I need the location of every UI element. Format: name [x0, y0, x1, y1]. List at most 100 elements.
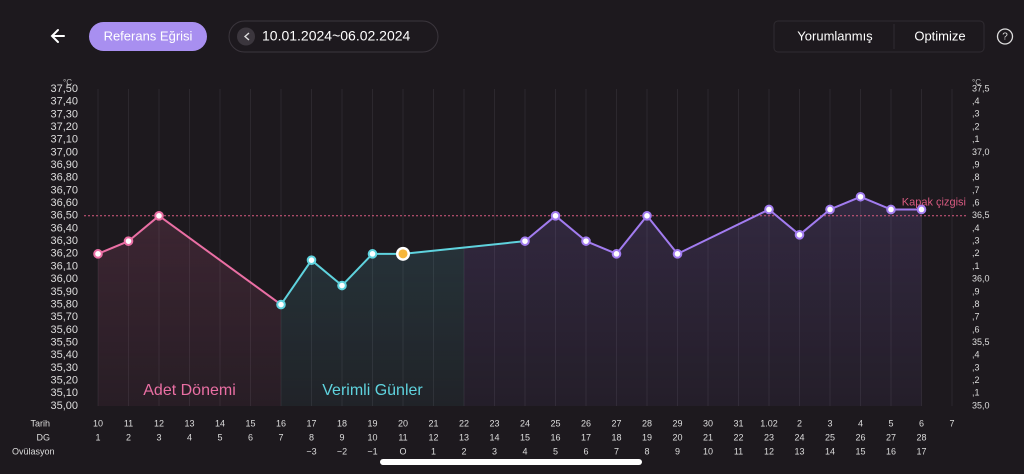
y-tick-label: 35,70: [50, 311, 78, 323]
date-label: 18: [337, 418, 347, 428]
date-label: 31: [733, 418, 743, 428]
date-label: 11: [124, 418, 133, 428]
ovulation-day-label: 13: [794, 446, 804, 456]
date-label: 20: [398, 418, 408, 428]
cycle-day-label: 11: [398, 432, 407, 442]
ovulation-day-label: −1: [367, 446, 377, 456]
y-tick-label: 36,40: [50, 222, 78, 234]
y-tick-label: 36,00: [50, 273, 78, 285]
home-indicator: [380, 459, 642, 465]
area: [98, 196, 922, 406]
line-segment: [280, 259, 313, 306]
y2-tick-label: 36,0: [972, 274, 990, 284]
date-label: 6: [919, 418, 924, 428]
y-tick-label: 36,20: [50, 248, 78, 260]
data-point: [337, 280, 347, 291]
tab[interactable]: Optimize: [914, 28, 965, 43]
line-segment: [677, 208, 770, 255]
y2-tick-label: ,6: [972, 324, 980, 334]
ovulation-day-label: O: [399, 446, 406, 456]
ovulation-day-label: −2: [337, 446, 347, 456]
date-label: 23: [489, 418, 499, 428]
date-label: 22: [459, 418, 469, 428]
line-segment: [524, 215, 557, 242]
y2-tick-label: ,4: [972, 96, 980, 106]
date-label: 19: [367, 418, 377, 428]
date-label: 27: [611, 418, 621, 428]
y-tick-label: 36,80: [50, 172, 78, 184]
cycle-day-label: 3: [156, 432, 161, 442]
line-segment: [341, 253, 374, 287]
cycle-day-label: 8: [309, 432, 314, 442]
y2-tick-label: ,3: [972, 236, 980, 246]
ovulation-day-label: 8: [644, 446, 649, 456]
cycle-day-label: 10: [367, 432, 377, 442]
data-point: [825, 204, 835, 215]
data-point: [520, 236, 530, 246]
cycle-day-label: 23: [764, 432, 774, 442]
y2-tick-label: ,8: [972, 299, 980, 309]
help-icon[interactable]: [996, 28, 1014, 45]
cycle-day-label: 22: [733, 432, 743, 442]
y-tick-label: 35,80: [50, 298, 78, 310]
line-segment: [615, 215, 648, 255]
y2-tick-label: ,4: [972, 350, 980, 360]
date-label: 26: [581, 418, 591, 428]
line-segment: [402, 240, 526, 255]
y-tick-label: 36,10: [50, 260, 78, 272]
data-point: [123, 236, 134, 246]
data-point: [550, 211, 561, 221]
phase-label: Verimli Günler: [322, 382, 423, 399]
ovulation-day-label: 1: [431, 446, 436, 456]
ovulation-day-label: 12: [764, 446, 774, 456]
y-tick-label: 37,00: [50, 146, 78, 158]
y-tick-label: 36,50: [50, 210, 78, 222]
cycle-day-label: 20: [672, 432, 682, 442]
date-label: 3: [827, 418, 832, 428]
help-icon-label[interactable]: ?: [1002, 32, 1008, 43]
line-segment: [97, 240, 129, 255]
y-tick-label: 35,60: [50, 324, 78, 336]
reference-button-label[interactable]: Referans Eğrisi: [104, 28, 193, 43]
y2-tick-label: ,7: [972, 185, 980, 195]
line-segment: [585, 240, 617, 255]
ovulation-day-label: 5: [553, 446, 558, 456]
cycle-day-label: 4: [187, 432, 192, 442]
y-tick-label: 35,90: [50, 286, 78, 298]
tab[interactable]: Yorumlanmış: [797, 28, 873, 43]
ovulation-day-label: 3: [492, 446, 497, 456]
date-icon-arrow: [243, 32, 250, 41]
date-label: 25: [550, 418, 560, 428]
cycle-day-label: 17: [581, 432, 591, 442]
y-tick-label: 37,40: [50, 96, 78, 108]
back-button[interactable]: [50, 29, 65, 43]
row-label: DG: [37, 432, 51, 442]
cycle-day-label: 12: [428, 432, 438, 442]
date-label: 12: [154, 418, 164, 428]
ovulation-day-label: 15: [855, 446, 865, 456]
date-label: 14: [215, 418, 225, 428]
y-tick-label: 35,50: [50, 337, 78, 349]
y2-unit: °C: [972, 78, 981, 87]
reference-button[interactable]: [89, 22, 207, 51]
ovulation-day-label: −3: [306, 446, 316, 456]
date-label: 24: [520, 418, 530, 428]
data-point: [916, 204, 927, 215]
y-tick-label: 36,90: [50, 159, 78, 171]
date-label: 28: [642, 418, 652, 428]
y2-tick-label: ,4: [972, 223, 980, 233]
date-label: 1.02: [760, 418, 778, 428]
data-point: [276, 299, 286, 310]
date-range: 10.01.2024~06.02.2024: [262, 28, 411, 44]
date-label: 16: [276, 418, 286, 428]
date-range-box[interactable]: [228, 20, 439, 53]
y-unit: °C: [63, 78, 72, 87]
row-label: Tarih: [30, 418, 50, 428]
date-label: 5: [888, 418, 893, 428]
line-segment: [158, 214, 282, 306]
line-segment: [646, 215, 679, 255]
y2-tick-label: ,1: [972, 261, 980, 271]
ovulation-day-label: 7: [614, 446, 619, 456]
data-point: [367, 249, 378, 259]
y2-tick-label: ,1: [972, 134, 980, 144]
